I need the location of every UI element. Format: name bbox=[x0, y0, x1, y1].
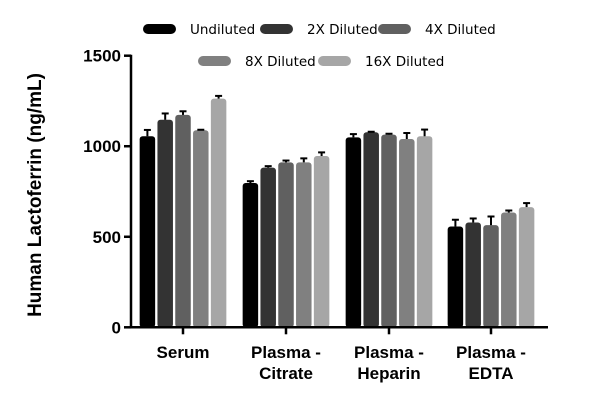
x-tick-label: Plasma - bbox=[354, 343, 424, 362]
legend-label: Undiluted bbox=[190, 22, 255, 38]
bar bbox=[210, 98, 227, 328]
legend-swatch bbox=[260, 24, 293, 34]
bar bbox=[501, 212, 517, 328]
bar bbox=[518, 207, 535, 328]
bar bbox=[381, 134, 397, 328]
bar bbox=[363, 132, 379, 328]
legend-swatch bbox=[143, 24, 176, 34]
x-tick-label: Plasma - bbox=[251, 343, 321, 362]
x-tick-label: Plasma - bbox=[456, 343, 526, 362]
bar bbox=[193, 130, 209, 328]
x-tick-label: Heparin bbox=[357, 364, 420, 383]
y-tick-label: 500 bbox=[93, 228, 121, 247]
bar bbox=[296, 162, 312, 328]
legend-label: 8X Diluted bbox=[245, 54, 316, 70]
legend-label: 4X Diluted bbox=[425, 22, 496, 38]
y-axis-label: Human Lactoferrin (ng/mL) bbox=[25, 73, 46, 317]
x-tick-label: Citrate bbox=[259, 364, 313, 383]
legend-swatch bbox=[198, 56, 231, 66]
bar bbox=[278, 162, 294, 328]
x-tick-label: EDTA bbox=[468, 364, 513, 383]
bar bbox=[447, 226, 464, 328]
legend-swatch bbox=[378, 24, 411, 34]
bar bbox=[157, 119, 173, 328]
legend-label: 2X Diluted bbox=[307, 22, 378, 38]
x-tick-label: Serum bbox=[157, 343, 210, 362]
legend: Undiluted 2X Diluted 4X Diluted 8X Diluted 1… bbox=[143, 22, 496, 70]
y-tick-label: 1000 bbox=[83, 137, 121, 156]
bar bbox=[416, 136, 433, 328]
bar bbox=[260, 167, 276, 328]
y-tick-label: 0 bbox=[112, 318, 121, 337]
bar bbox=[483, 225, 499, 328]
legend-label: 16X Diluted bbox=[365, 54, 444, 70]
bar bbox=[139, 136, 156, 328]
bar bbox=[399, 138, 415, 328]
legend-swatch bbox=[318, 56, 351, 66]
bar bbox=[175, 114, 191, 328]
axes: 0 500 1000 1500 Serum Plasma - Citrate Plasma -… bbox=[83, 47, 548, 383]
bar bbox=[465, 222, 481, 328]
bar bbox=[313, 156, 330, 328]
bar bbox=[242, 182, 259, 328]
bar bbox=[345, 137, 362, 328]
bars bbox=[139, 94, 535, 328]
y-tick-label: 1500 bbox=[83, 47, 121, 66]
